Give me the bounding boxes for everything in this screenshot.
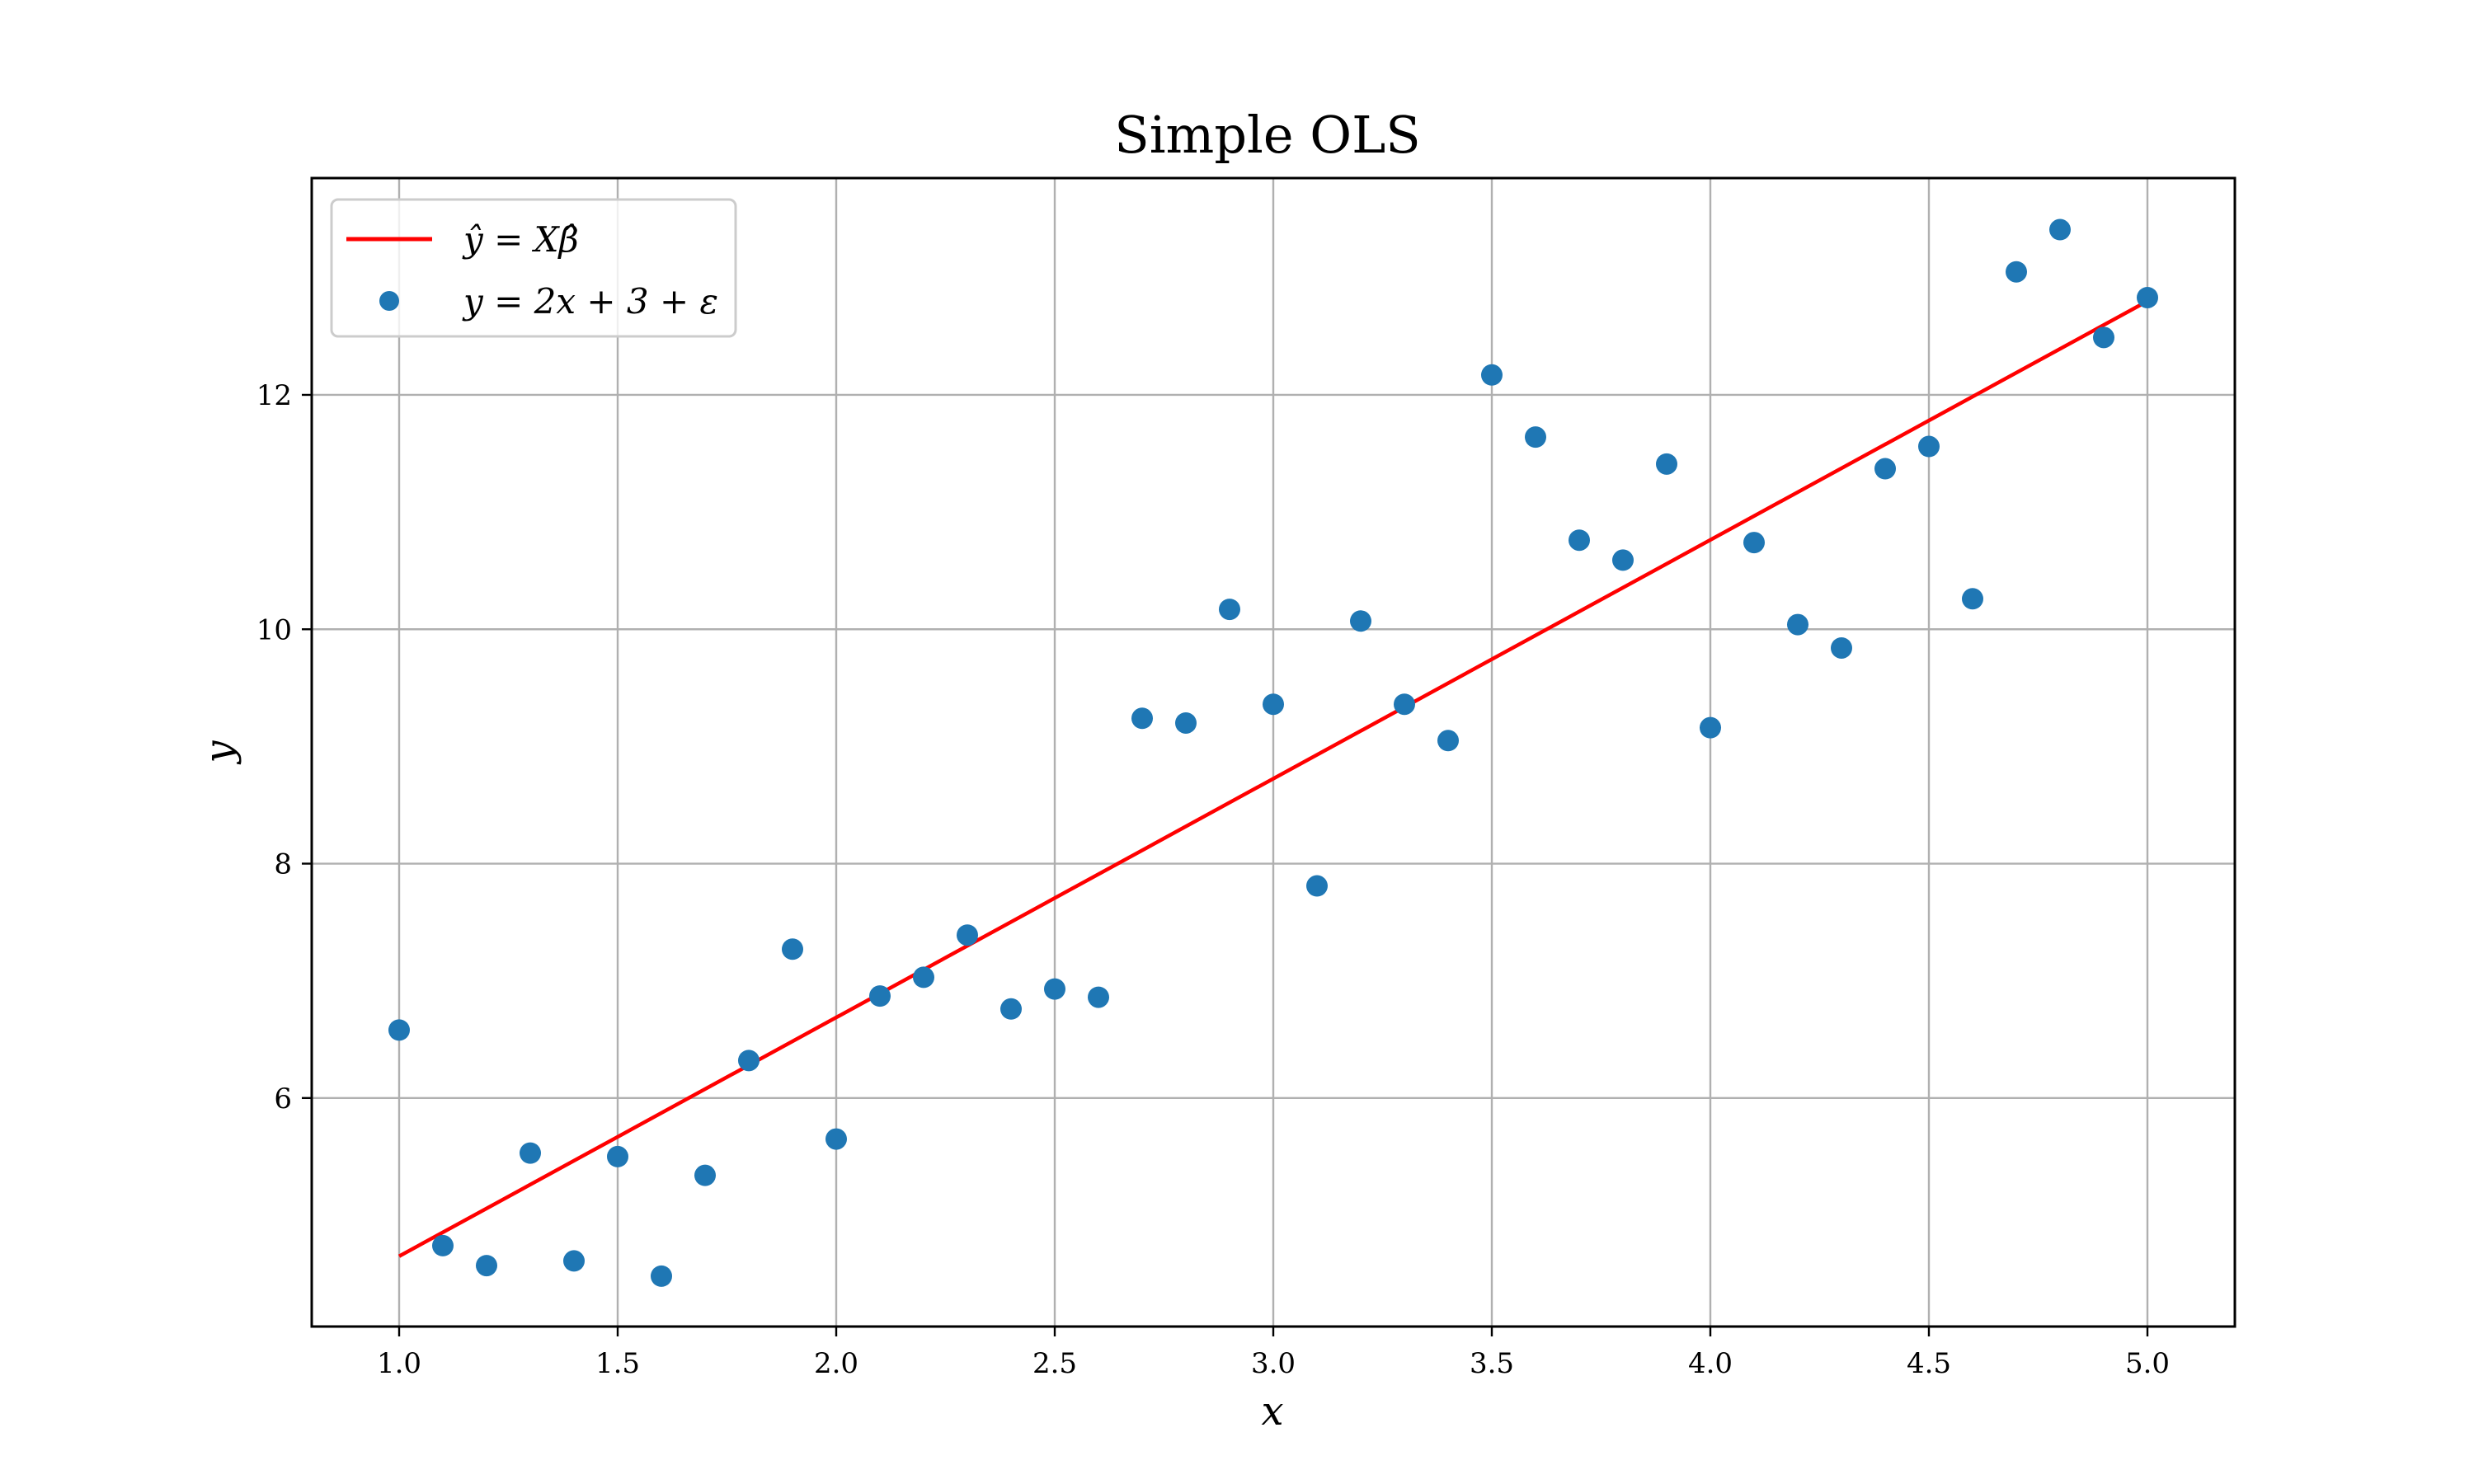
data-point [1656,453,1677,475]
chart-title: Simple OLS [1114,105,1421,165]
data-point [1700,716,1721,739]
y-tick-label: 12 [256,379,292,412]
data-point [1918,435,1940,458]
x-tick-label: 4.0 [1688,1347,1733,1380]
data-point [1612,549,1634,571]
data-point [1874,458,1896,480]
data-point [1569,529,1590,552]
data-point [1787,613,1808,636]
data-point [388,1019,410,1041]
data-point [476,1255,497,1277]
x-tick-label: 3.5 [1470,1347,1514,1380]
data-point [1743,532,1765,554]
grid-lines [312,178,2235,1327]
data-point [1350,610,1371,632]
x-tick-label: 4.5 [1907,1347,1951,1380]
data-point [782,938,803,960]
plot-frame [310,176,2236,1328]
data-point [1962,588,1983,610]
legend-scatter-swatch [379,291,399,311]
legend-label-data: y = 2x + 3 + ε [462,281,718,322]
data-point [1175,711,1197,734]
data-point [1219,599,1240,621]
x-tick-label: 2.5 [1032,1347,1077,1380]
data-point [1263,693,1284,716]
data-point [1131,707,1153,730]
fit-line [397,299,2149,1258]
data-point [1481,364,1503,386]
data-point [1394,693,1415,716]
y-axis-label: y [196,740,242,765]
data-point [607,1145,628,1167]
data-point [1437,730,1459,752]
data-point [1525,426,1546,448]
data-point [1044,978,1065,1000]
legend: ŷ = Xβ̂ y = 2x + 3 + ε [330,198,737,338]
x-tick-label: 1.5 [595,1347,640,1380]
data-point [2137,286,2158,308]
x-tick-label: 3.0 [1251,1347,1296,1380]
data-point [957,924,978,946]
data-marks [388,218,2158,1287]
data-point [2006,261,2027,283]
y-tick-label: 6 [274,1082,292,1115]
data-point [2093,326,2114,349]
data-point [694,1164,716,1186]
x-tick-label: 2.0 [814,1347,858,1380]
data-point [1306,875,1328,897]
x-tick-label: 1.0 [377,1347,421,1380]
data-point [1088,986,1109,1008]
x-tick-label: 5.0 [2125,1347,2170,1380]
axis-ticks: 1.0 1.5 2.0 2.5 3.0 3.5 4.0 4.5 5.0 6 8 10 12 [256,379,2170,1380]
data-point [869,985,891,1007]
x-axis-label: x [1261,1388,1283,1435]
legend-label-fit: ŷ = Xβ̂ [462,219,579,260]
data-point [432,1234,454,1256]
data-point [651,1265,672,1287]
data-point [2049,218,2071,241]
legend-box [330,198,737,338]
data-point [825,1128,847,1150]
data-point [1831,636,1852,659]
data-point [563,1250,585,1272]
data-point [913,966,934,989]
data-point [738,1050,760,1072]
data-point [520,1142,541,1164]
y-tick-label: 8 [274,848,292,881]
data-point [1000,998,1022,1020]
y-tick-label: 10 [256,613,292,646]
